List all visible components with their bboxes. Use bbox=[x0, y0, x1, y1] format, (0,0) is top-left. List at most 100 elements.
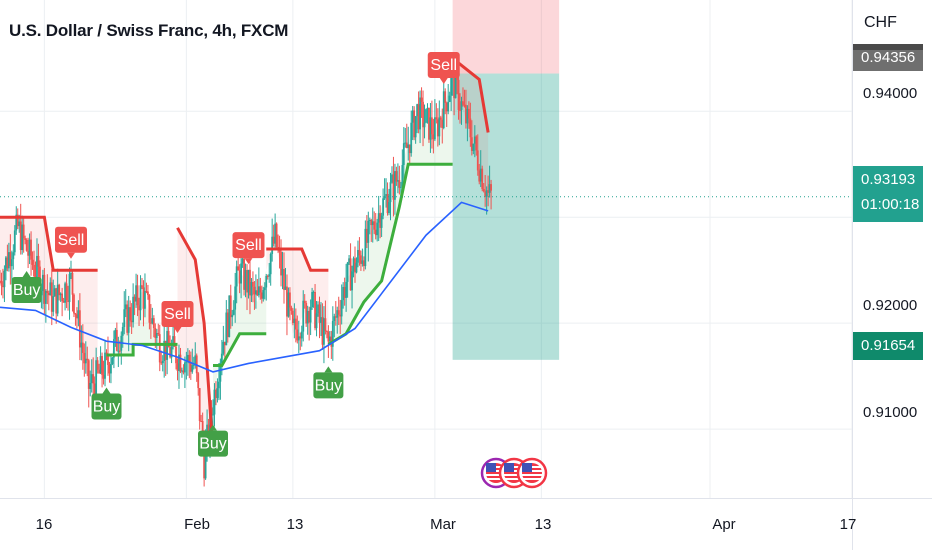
x-tick-label: 13 bbox=[534, 516, 552, 533]
candle-body bbox=[176, 363, 179, 371]
candle-body bbox=[225, 312, 228, 346]
candle-body bbox=[360, 255, 362, 264]
candle-body bbox=[204, 443, 207, 479]
buy-signal[interactable]: Buy bbox=[313, 366, 344, 399]
candle-body bbox=[423, 122, 426, 128]
candle-body bbox=[157, 333, 160, 335]
candle-body bbox=[151, 318, 154, 324]
candle-body bbox=[386, 194, 389, 214]
candle-body bbox=[216, 388, 219, 398]
candle-body bbox=[33, 264, 35, 277]
candle-body bbox=[200, 421, 203, 423]
candle-body bbox=[115, 329, 118, 351]
sell-signal[interactable]: Sell bbox=[427, 51, 460, 84]
candle-body bbox=[297, 336, 300, 341]
candle-body bbox=[417, 104, 420, 130]
candle-body bbox=[149, 322, 152, 324]
candle-body bbox=[108, 365, 111, 374]
candle-body bbox=[441, 119, 444, 128]
candle-body bbox=[182, 370, 185, 373]
candle-body bbox=[213, 389, 216, 415]
candle-body bbox=[148, 295, 151, 323]
candle-body bbox=[173, 336, 176, 347]
candle-body bbox=[263, 287, 266, 291]
candle-body bbox=[126, 304, 129, 333]
candle-body bbox=[385, 194, 387, 197]
candle-body bbox=[188, 354, 191, 364]
candle-body bbox=[320, 317, 322, 323]
candle-body bbox=[303, 300, 306, 304]
candle-body bbox=[22, 224, 25, 239]
position-tool[interactable] bbox=[452, 0, 560, 360]
candle-body bbox=[136, 285, 139, 306]
candle-body bbox=[246, 270, 248, 293]
buy-signal[interactable]: Buy bbox=[198, 424, 228, 457]
candle-body bbox=[398, 180, 401, 188]
candle-body bbox=[99, 356, 102, 374]
candle-body bbox=[118, 350, 121, 352]
candle-body bbox=[10, 259, 13, 267]
candle-body bbox=[343, 286, 346, 298]
candle-body bbox=[215, 389, 217, 398]
signal-pointer bbox=[173, 326, 182, 333]
candle-body bbox=[169, 347, 172, 358]
candle-body bbox=[61, 293, 64, 302]
candle-body bbox=[127, 307, 130, 333]
signal-label: Buy bbox=[13, 282, 41, 299]
signal-pointer bbox=[244, 258, 253, 265]
icon-stripe bbox=[522, 474, 542, 476]
candle-body bbox=[133, 296, 136, 302]
buy-signal[interactable]: Buy bbox=[91, 387, 122, 420]
candle-body bbox=[164, 340, 167, 360]
candle-body bbox=[160, 362, 163, 364]
signal-pointer bbox=[22, 271, 31, 277]
candle-body bbox=[142, 287, 145, 309]
candle-body bbox=[104, 352, 106, 379]
candle-body bbox=[172, 336, 174, 347]
candle-body bbox=[327, 331, 330, 342]
candle-body bbox=[287, 292, 290, 317]
candle-body bbox=[325, 330, 328, 332]
sell-signal[interactable]: Sell bbox=[55, 226, 87, 259]
candle-body bbox=[346, 262, 349, 282]
us-flag-icon[interactable] bbox=[516, 457, 548, 489]
candle-body bbox=[189, 363, 192, 372]
candle-body bbox=[53, 288, 56, 297]
candle-body bbox=[0, 281, 3, 286]
candle-body bbox=[463, 104, 466, 106]
candle-body bbox=[64, 283, 66, 303]
candle-body bbox=[429, 117, 432, 140]
candle-body bbox=[309, 307, 312, 323]
candle-body bbox=[158, 334, 161, 363]
signal-pointer bbox=[209, 424, 217, 431]
signal-box bbox=[198, 430, 228, 457]
candle-body bbox=[43, 274, 46, 304]
candle-body bbox=[18, 221, 21, 227]
current-price-tag: 0.93193 01:00:18 bbox=[853, 166, 923, 222]
buy-signal[interactable]: Buy bbox=[11, 271, 42, 303]
candle-body bbox=[445, 102, 448, 112]
candle-body bbox=[291, 310, 294, 323]
x-tick-label: Mar bbox=[430, 516, 456, 533]
signal-label: Buy bbox=[199, 436, 227, 453]
ema-line bbox=[0, 201, 489, 373]
candle-body bbox=[361, 260, 364, 264]
candle-body bbox=[323, 318, 325, 345]
sell-signal[interactable]: Sell bbox=[161, 300, 194, 333]
candle-body bbox=[314, 292, 316, 329]
candle-body bbox=[240, 263, 243, 284]
candle-body bbox=[484, 191, 487, 197]
sell-signal[interactable]: Sell bbox=[232, 232, 265, 265]
x-tick-label: 16 bbox=[35, 516, 53, 533]
candle-body bbox=[274, 223, 277, 244]
candle-body bbox=[74, 313, 77, 315]
candle-body bbox=[111, 357, 114, 364]
candle-body bbox=[28, 239, 31, 256]
candle-body bbox=[302, 300, 305, 332]
candle-body bbox=[436, 119, 439, 137]
candle-body bbox=[374, 229, 377, 236]
candle-body bbox=[197, 373, 200, 389]
candle-body bbox=[145, 291, 148, 293]
